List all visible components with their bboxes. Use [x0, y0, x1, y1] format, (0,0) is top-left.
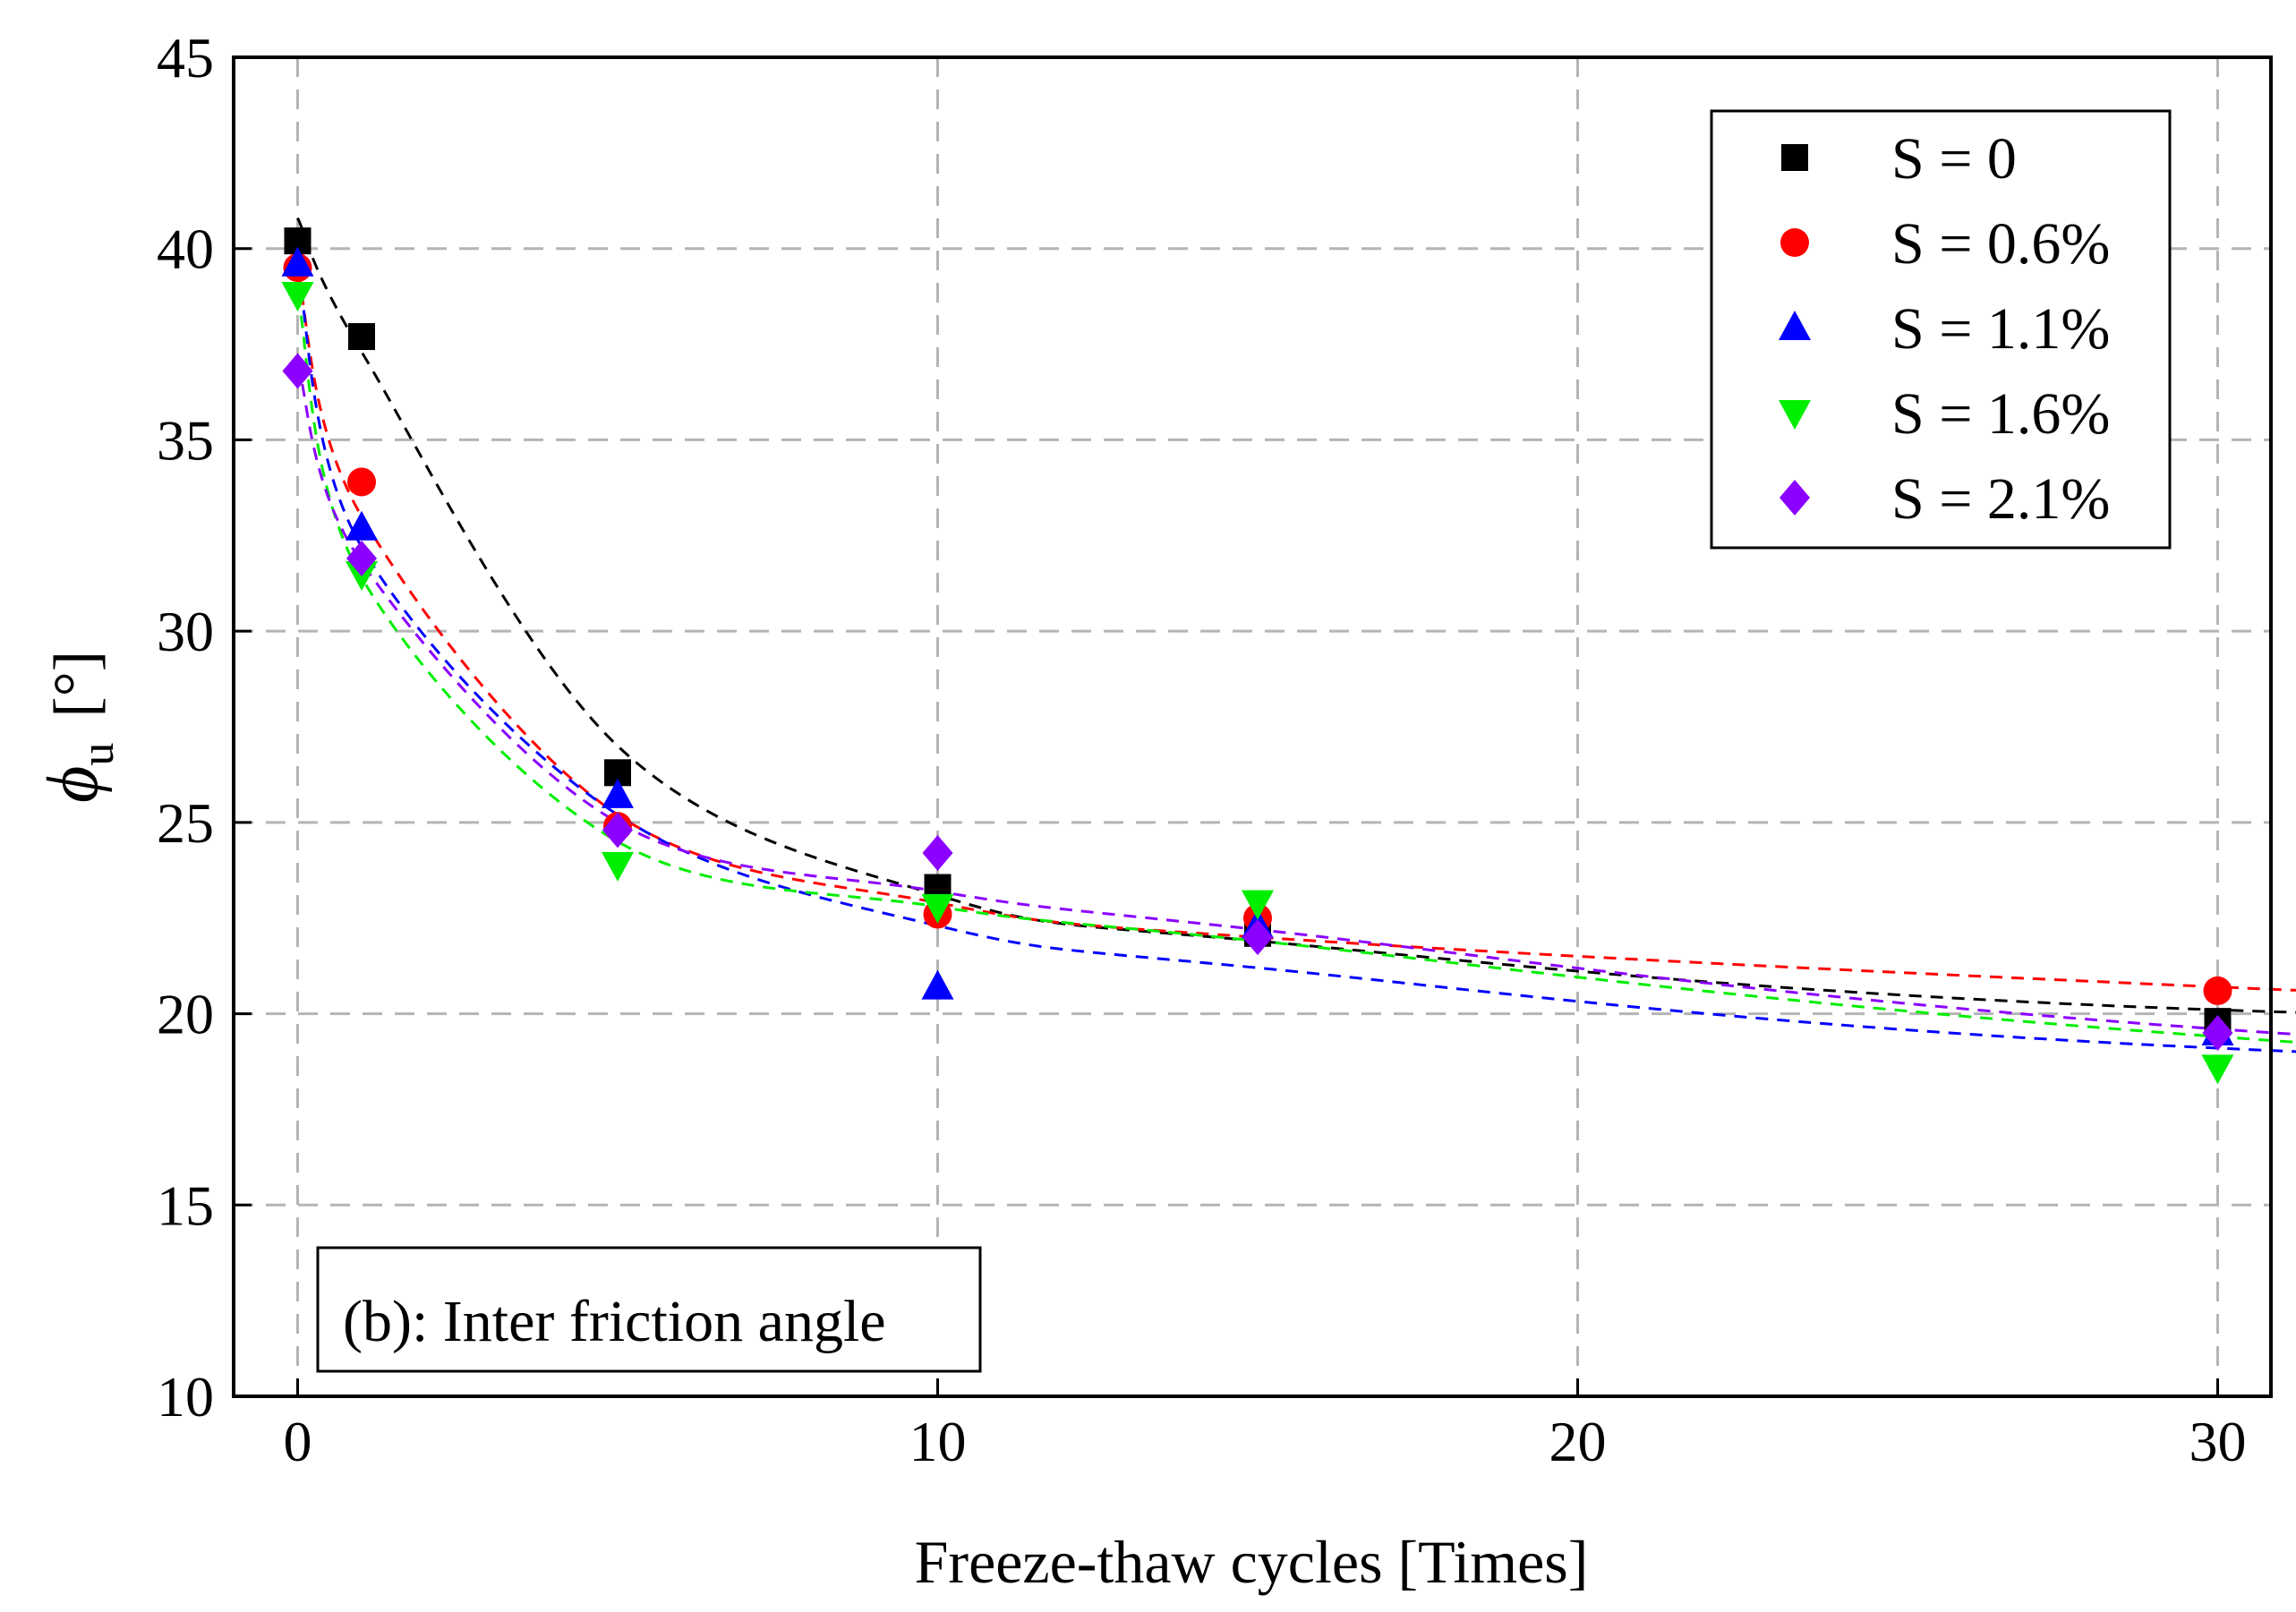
- plot-frame: [232, 55, 2273, 1398]
- legend-marker: [1779, 311, 1811, 340]
- data-point-series-1: [2203, 976, 2232, 1005]
- data-point-series-2: [602, 778, 634, 808]
- x-tick-label: 0: [284, 1410, 312, 1473]
- legend: S = 0 S = 0.6% S = 1.1% S = 1.6% S = 2.1%: [1710, 109, 2172, 550]
- y-axis-subscript: u: [73, 743, 124, 766]
- y-tick-label: 15: [157, 1173, 214, 1237]
- legend-label: S = 1.6%: [1891, 381, 2110, 447]
- x-tick-label: 30: [2189, 1410, 2247, 1473]
- fit-curve-series-1: [296, 270, 2296, 992]
- y-tick-label: 10: [157, 1365, 214, 1429]
- data-point-series-2: [921, 969, 954, 1000]
- data-point-series-3: [602, 851, 634, 882]
- legend-marker: [1779, 400, 1811, 430]
- data-point-series-2: [346, 510, 378, 541]
- data-point-series-4: [346, 540, 377, 576]
- axis-ticks: 01020304050601015202530354045: [157, 26, 2247, 1473]
- data-point-series-3: [1242, 890, 1274, 920]
- legend-marker: [1780, 480, 1810, 516]
- grid: [234, 57, 2271, 1396]
- y-axis-label: ϕu [°]: [34, 651, 124, 803]
- annotation-text: (b): Inter friction angle: [343, 1289, 886, 1354]
- legend-marker: [1780, 228, 1809, 257]
- x-tick-label: 20: [1549, 1410, 1607, 1473]
- data-markers: [281, 227, 2234, 1085]
- y-axis-symbol: ϕ: [34, 766, 113, 803]
- y-tick-label: 40: [157, 217, 214, 281]
- data-point-series-4: [1242, 919, 1273, 956]
- legend-label: S = 0.6%: [1891, 211, 2110, 277]
- data-point-series-3: [2201, 1054, 2234, 1085]
- data-point-series-3: [281, 282, 314, 312]
- data-point-series-4: [602, 812, 633, 849]
- fit-curve-series-2: [296, 267, 2296, 1053]
- y-tick-label: 45: [157, 26, 214, 90]
- y-tick-label: 25: [157, 791, 214, 855]
- annotation-box: (b): Inter friction angle: [316, 1246, 982, 1373]
- data-point-series-4: [922, 835, 953, 872]
- legend-label: S = 2.1%: [1891, 466, 2110, 532]
- data-point-series-0: [348, 323, 375, 351]
- x-axis-label: Freeze-thaw cycles [Times]: [915, 1528, 1589, 1596]
- legend-label: S = 1.1%: [1891, 296, 2110, 362]
- legend-marker: [1781, 144, 1808, 171]
- data-point-series-4: [2202, 1014, 2233, 1051]
- svg-text:ϕu[°]: ϕu [°]: [34, 651, 124, 803]
- x-tick-label: 10: [909, 1410, 967, 1473]
- y-tick-label: 30: [157, 600, 214, 663]
- y-axis-unit: [°]: [42, 651, 111, 718]
- data-point-series-2: [281, 246, 314, 277]
- data-point-series-3: [921, 893, 954, 924]
- data-point-series-4: [282, 353, 313, 389]
- y-tick-label: 35: [157, 408, 214, 472]
- y-tick-label: 20: [157, 983, 214, 1046]
- data-point-series-1: [347, 467, 376, 497]
- legend-label: S = 0: [1891, 126, 2017, 192]
